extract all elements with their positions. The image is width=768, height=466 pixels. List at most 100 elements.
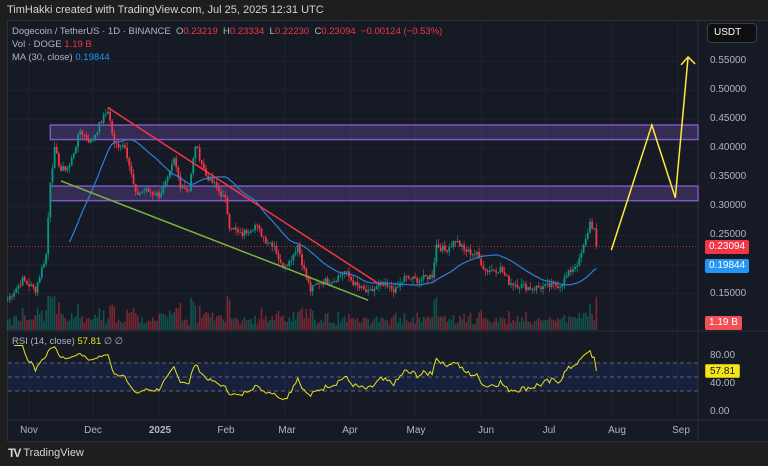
candle-body [94, 134, 97, 140]
volume-bar [491, 323, 493, 330]
resistance-zone [49, 185, 699, 202]
candle-body [60, 166, 62, 171]
volume-bar [128, 312, 131, 330]
volume-bar [68, 319, 71, 330]
volume-bar [207, 312, 209, 330]
candle-body [134, 183, 137, 192]
candle-body [43, 264, 45, 268]
candle-body [286, 265, 288, 267]
candle-body [277, 253, 280, 260]
candle-body [209, 176, 212, 181]
volume-bar [119, 321, 122, 330]
volume-bar [26, 320, 28, 330]
candle-body [572, 269, 574, 273]
candle-body [89, 140, 92, 143]
volume-bar [79, 318, 81, 330]
candle-body [92, 139, 94, 141]
volume-bar [49, 296, 52, 330]
candle-body [414, 276, 416, 278]
date-tick: May [406, 425, 426, 436]
volume-bar [386, 320, 389, 330]
volume-bar [446, 321, 448, 330]
currency-button[interactable]: USDT [707, 23, 757, 43]
date-tick: Dec [84, 425, 102, 436]
candle-body [399, 283, 402, 287]
volume-bar [520, 317, 523, 330]
ma-value: 0.19844 [75, 52, 110, 63]
volume-bar [471, 324, 474, 330]
volume-bar [181, 320, 184, 330]
candle-body [264, 237, 267, 244]
volume-bar [107, 318, 109, 330]
volume-bar [243, 317, 246, 330]
candle-body [537, 285, 540, 288]
volume-bar [335, 325, 337, 330]
volume-bar [341, 318, 344, 330]
volume-bar [572, 316, 574, 330]
candle-body [407, 276, 410, 279]
volume-bar [275, 313, 278, 330]
candle-body [200, 160, 203, 164]
candle-body [390, 285, 393, 290]
candle-body [57, 153, 60, 167]
volume-bar [260, 308, 263, 330]
candle-body [424, 274, 427, 277]
candle-body [520, 284, 523, 288]
volume-bar [200, 317, 203, 330]
volume-bar [324, 313, 327, 330]
symbol-name[interactable]: Dogecoin / TetherUS · 1D · BINANCE [12, 26, 171, 37]
volume-bar [555, 320, 557, 330]
volume-bar [111, 304, 113, 330]
candle-body [362, 286, 365, 290]
candle-body [316, 283, 318, 285]
volume-bar [505, 323, 508, 330]
candle-body [501, 267, 504, 273]
candle-body [313, 284, 316, 286]
volume-bar [331, 322, 333, 330]
volume-bar [318, 322, 320, 330]
volume-bar [264, 316, 267, 330]
brand-name: TradingView [23, 447, 84, 459]
candle-body [117, 143, 120, 148]
volume-bar [149, 321, 152, 330]
candle-body [96, 132, 99, 135]
volume-bar [90, 319, 92, 330]
candle-body [535, 285, 538, 290]
volume-bar [220, 315, 222, 330]
candle-body [589, 221, 591, 233]
volume-legend[interactable]: Vol · DOGE 1.19 B [12, 39, 92, 50]
volume-bar [151, 317, 154, 330]
volume-bar [580, 318, 583, 330]
candle-body [151, 192, 154, 195]
candle-body [565, 275, 568, 278]
ma-legend[interactable]: MA (30, close) 0.19844 [12, 52, 110, 63]
volume-bar [177, 308, 180, 330]
candle-body [128, 158, 131, 166]
candle-body [45, 254, 47, 265]
candle-body [450, 246, 453, 248]
price-tick: 0.35000 [710, 171, 747, 182]
rsi-legend[interactable]: RSI (14, close) 57.81 ∅ ∅ [12, 336, 123, 347]
volume-bar [190, 297, 192, 330]
candle-body [554, 283, 557, 287]
volume-bar [132, 307, 135, 330]
volume-bar [11, 324, 13, 330]
volume-bar [282, 315, 284, 330]
candle-body [121, 145, 124, 147]
candle-body [469, 249, 472, 255]
candle-body [578, 257, 581, 266]
volume-bar [418, 317, 421, 330]
volume-bar [290, 321, 293, 330]
volume-bar [497, 321, 500, 330]
candle-body [563, 277, 566, 285]
candle-body [552, 282, 555, 284]
candle-body [456, 241, 459, 243]
candle-body [113, 133, 116, 143]
candle-body [156, 192, 158, 196]
tradingview-footer[interactable]: TV TradingView [8, 446, 84, 460]
volume-bar [299, 310, 301, 330]
candle-body [119, 146, 122, 148]
candle-body [471, 254, 474, 256]
candle-body [518, 287, 521, 289]
